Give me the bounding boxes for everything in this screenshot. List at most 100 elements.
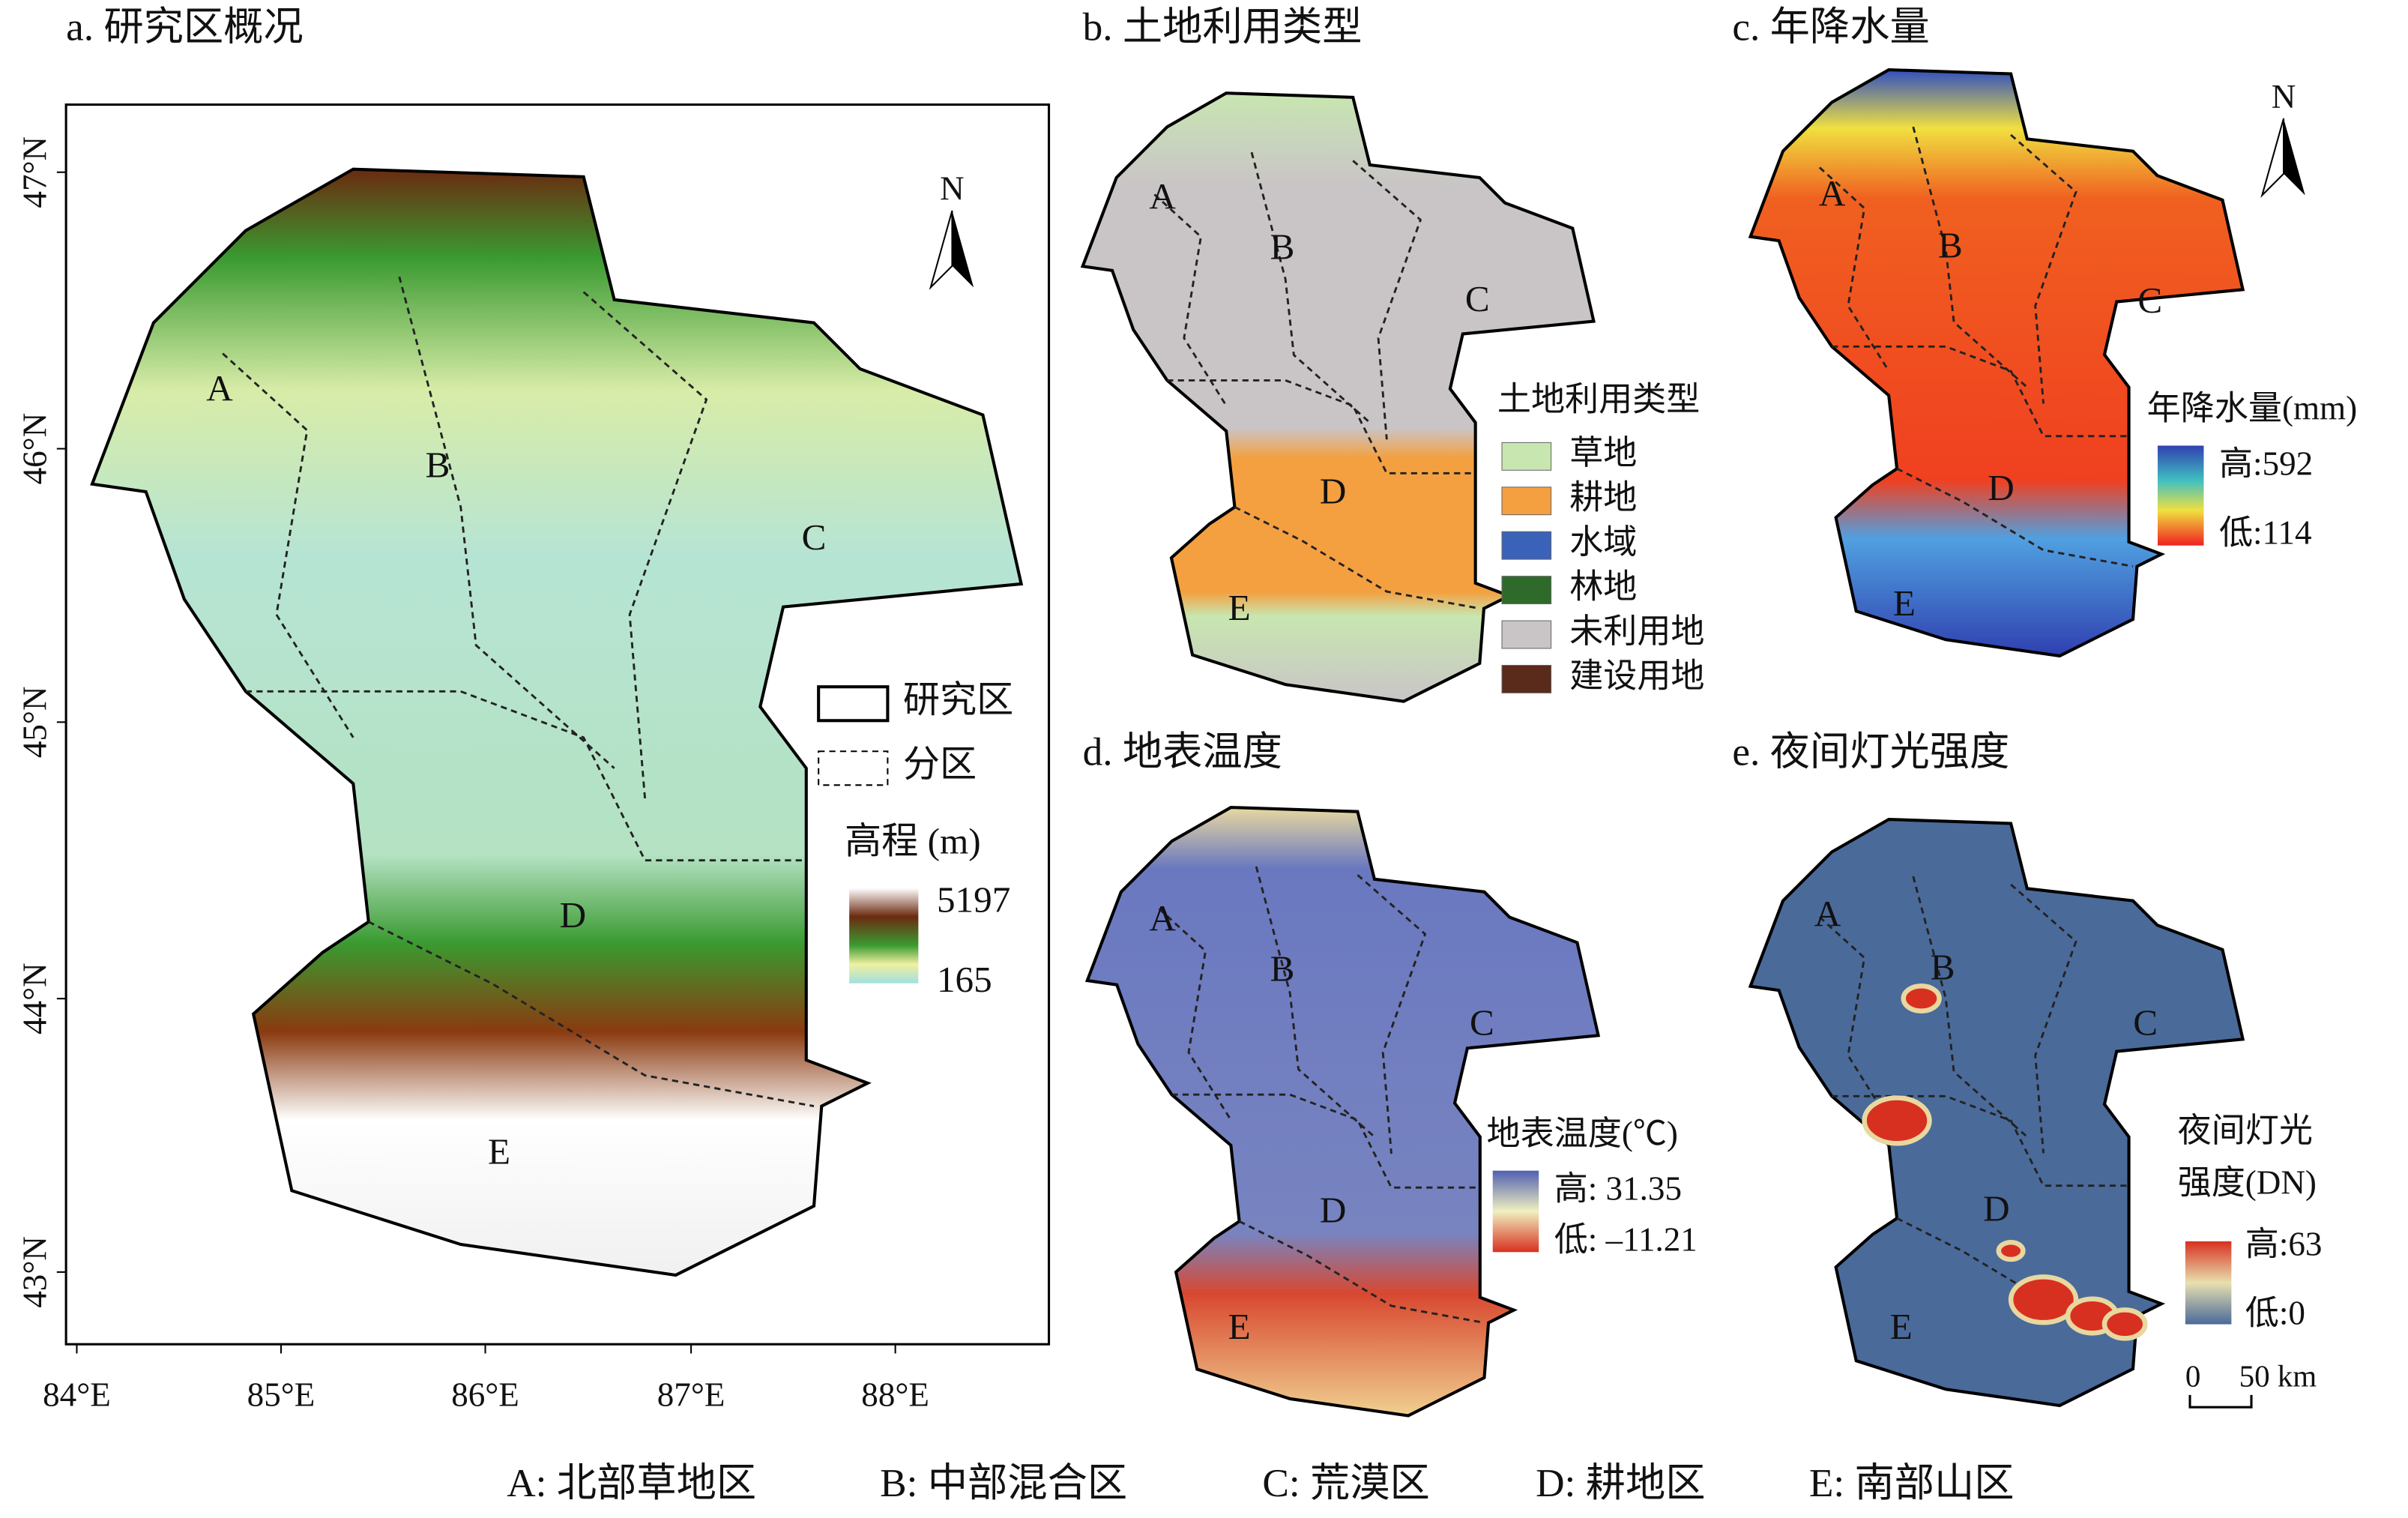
legend-swatch <box>817 685 890 723</box>
label: D <box>1988 467 2014 508</box>
label: 高:592 <box>2219 445 2313 483</box>
label: A <box>1819 172 1846 214</box>
label: 47°N <box>16 136 54 208</box>
north-arrow <box>2260 118 2285 198</box>
label: 44°N <box>16 963 54 1034</box>
label: 45°N <box>16 686 54 758</box>
label: B: 中部混合区 <box>880 1461 1127 1505</box>
label: E <box>1893 582 1916 624</box>
map-frame <box>64 103 1051 1346</box>
label: D <box>1320 1189 1347 1230</box>
label: C <box>802 516 827 558</box>
label: 强度(DN) <box>2178 1163 2317 1201</box>
zone-boundary <box>1912 876 2028 1138</box>
label: C <box>2133 1002 2158 1043</box>
zone-boundary <box>1357 874 1427 1154</box>
label: D <box>1983 1187 2010 1229</box>
zone-boundary <box>2010 883 2077 1154</box>
legend-swatch <box>1501 620 1552 649</box>
map-panel <box>1084 805 1601 1418</box>
label: E <box>488 1130 510 1172</box>
legend-swatch <box>1501 531 1552 560</box>
legend-swatch <box>1501 576 1552 605</box>
light-cluster <box>2008 1274 2079 1325</box>
label: 高程 (m) <box>845 821 981 862</box>
zone-boundary <box>582 291 708 799</box>
zone-boundary <box>1832 345 2129 438</box>
label: E: 南部山区 <box>1809 1461 2015 1505</box>
legend-swatch <box>1501 487 1552 516</box>
label: 高: 31.35 <box>1554 1170 1682 1208</box>
label: 地表温度(℃) <box>1487 1115 1678 1152</box>
label: A <box>1814 893 1841 934</box>
label: N <box>2272 78 2296 115</box>
label: 85°E <box>247 1376 316 1413</box>
label: 50 km <box>2239 1359 2317 1394</box>
light-cluster <box>1901 983 1942 1013</box>
label: A <box>1149 897 1176 939</box>
map-panel <box>1748 817 2245 1408</box>
map-panel <box>1080 91 1596 703</box>
label: 夜间灯光 <box>2178 1112 2313 1149</box>
label: D: 耕地区 <box>1536 1461 1705 1505</box>
label: 5197 <box>937 879 1010 920</box>
label: B <box>1931 947 1955 988</box>
zone-boundary <box>1832 1094 2129 1187</box>
zone-boundary <box>1352 160 1422 440</box>
study-area <box>1748 67 2245 658</box>
zone-boundary <box>1912 126 2028 388</box>
zone-boundary <box>1250 151 1371 424</box>
north-arrow <box>929 210 953 290</box>
label: 低: –11.21 <box>1554 1220 1698 1258</box>
zone-boundary <box>1153 193 1228 406</box>
zone-boundary <box>398 276 615 769</box>
zone-boundary <box>1171 1093 1480 1189</box>
zone-boundary <box>1167 379 1476 475</box>
label: E <box>1228 1306 1251 1347</box>
label: B <box>426 445 450 486</box>
north-arrow <box>952 210 974 288</box>
zone-boundary <box>1896 467 2134 567</box>
color-bar <box>2185 1241 2232 1325</box>
label: B <box>1938 224 1963 265</box>
label: C <box>2137 280 2162 321</box>
legend-swatch <box>818 750 889 786</box>
zone-boundary <box>1818 166 1890 372</box>
label: e. 夜间灯光强度 <box>1732 730 2009 774</box>
zone-boundary <box>1255 866 1375 1138</box>
label: 87°E <box>657 1376 725 1413</box>
scale-bar <box>2188 1394 2253 1409</box>
study-area <box>90 167 1024 1277</box>
light-cluster <box>1996 1239 2026 1262</box>
label: N <box>940 170 965 208</box>
light-cluster <box>1862 1095 1932 1146</box>
label: 建设用地 <box>1569 657 1704 694</box>
label: 土地利用类型 <box>1497 380 1700 418</box>
color-bar <box>2157 445 2204 546</box>
zone-boundary <box>2010 133 2077 404</box>
light-cluster <box>2101 1307 2148 1341</box>
label: 88°E <box>861 1376 929 1413</box>
label: C <box>1465 278 1490 319</box>
label: D <box>560 894 587 936</box>
label: A: 北部草地区 <box>507 1461 756 1505</box>
label: a. 研究区概况 <box>66 4 304 49</box>
zone-boundary <box>1234 506 1480 610</box>
label: 未利用地 <box>1569 612 1704 650</box>
label: 耕地 <box>1569 479 1637 516</box>
label: 水域 <box>1569 523 1637 561</box>
label: D <box>1320 470 1347 511</box>
label: 86°E <box>451 1376 519 1413</box>
label: 草地 <box>1569 434 1637 472</box>
label: d. 地表温度 <box>1083 730 1282 774</box>
zone-boundary <box>1238 1220 1485 1324</box>
legend-swatch <box>1501 442 1552 471</box>
label: C <box>1470 1002 1494 1043</box>
label: 84°E <box>43 1376 111 1413</box>
color-bar <box>849 888 919 984</box>
label: 43°N <box>16 1236 54 1308</box>
label: 年降水量(mm) <box>2147 390 2357 427</box>
label: E <box>1890 1306 1913 1347</box>
label: A <box>1149 175 1176 217</box>
